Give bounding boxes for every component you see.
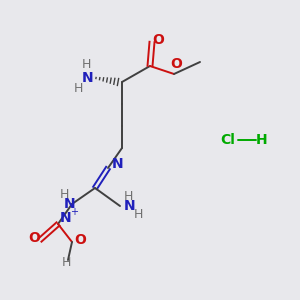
Text: +: + bbox=[70, 207, 78, 217]
Text: H: H bbox=[61, 256, 71, 268]
Text: H: H bbox=[81, 58, 91, 71]
Text: H: H bbox=[256, 133, 268, 147]
Text: H: H bbox=[133, 208, 143, 220]
Text: O: O bbox=[170, 57, 182, 71]
Text: N: N bbox=[64, 197, 76, 211]
Text: H: H bbox=[59, 188, 69, 200]
Text: Cl: Cl bbox=[220, 133, 236, 147]
Text: N: N bbox=[112, 157, 124, 171]
Text: N: N bbox=[124, 199, 136, 213]
Text: H: H bbox=[73, 82, 83, 94]
Text: N: N bbox=[60, 211, 72, 225]
Text: O: O bbox=[152, 33, 164, 47]
Text: O: O bbox=[74, 233, 86, 247]
Text: N: N bbox=[82, 71, 94, 85]
Text: O: O bbox=[28, 231, 40, 245]
Text: H: H bbox=[123, 190, 133, 202]
